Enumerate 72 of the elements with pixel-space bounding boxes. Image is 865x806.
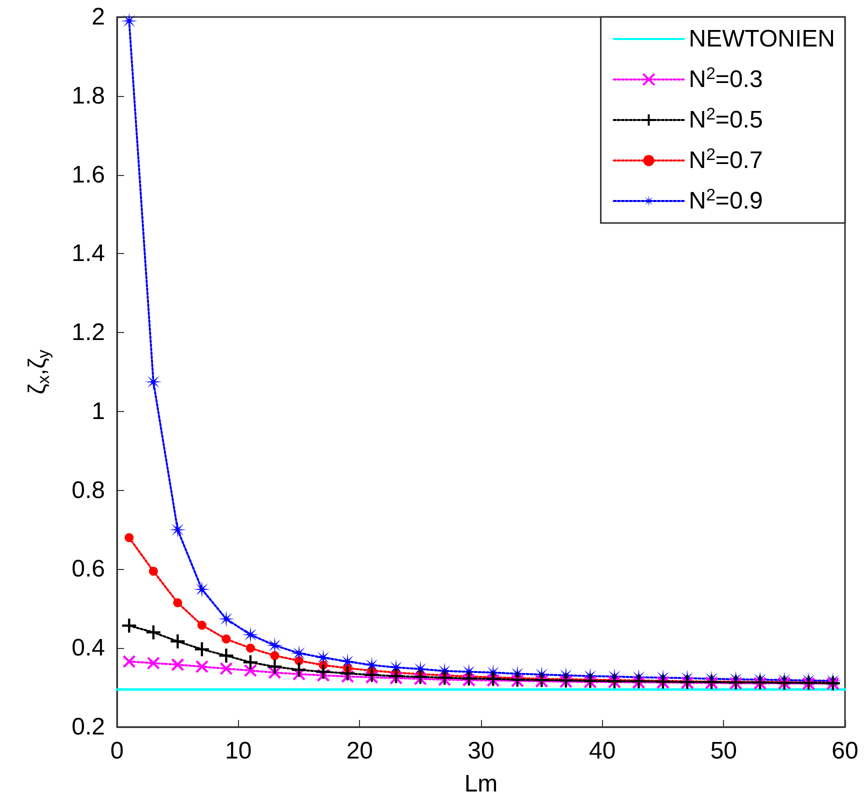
point [559,675,573,688]
point [268,666,282,680]
point [388,668,404,684]
point [144,373,162,390]
point [315,664,332,680]
x-tick-label: 0 [110,738,124,764]
point [290,644,308,662]
y-tick-label: 1 [92,398,105,425]
legend-label: NEWTONIEN [688,26,836,52]
y-tick-label: 0.8 [72,476,105,504]
point [412,668,428,686]
point [148,566,158,576]
point [316,668,330,682]
point [460,670,477,687]
y-tick-label: 2 [92,4,105,30]
x-tick-label: 40 [588,738,616,764]
x-tick-label: 10 [224,738,252,764]
point [218,648,234,664]
point [438,673,452,686]
point [270,651,280,660]
y-tick-label: 0.6 [72,556,105,583]
x-tick-label: 30 [468,738,494,764]
y-axis-title: ζx,ζy [24,349,53,394]
point [244,664,258,678]
point [558,672,574,689]
x-tick-label: 20 [346,738,374,764]
point [290,662,308,678]
point [314,649,332,666]
point [266,636,284,654]
point [124,533,134,542]
point [121,618,138,634]
point [486,674,500,688]
point [220,662,233,676]
point [193,580,210,598]
point [535,674,548,688]
point [169,521,186,538]
point [436,670,453,686]
point [339,665,356,682]
point [173,598,182,608]
point [218,610,235,628]
point [266,658,283,675]
point [462,673,476,687]
point [389,671,403,685]
y-tick-label: 1.6 [72,161,105,188]
point [534,672,550,688]
point [170,633,186,650]
point [485,670,502,687]
x-tick-label: 50 [710,738,738,764]
point [414,672,427,686]
point [246,644,255,653]
point [292,668,306,681]
y-tick-label: 0.2 [72,714,105,740]
x-axis-title: Lm [464,770,498,798]
point [340,670,354,684]
point [194,641,210,658]
point [242,626,259,644]
point [242,654,259,670]
x-tick-label: 60 [832,738,858,764]
point [145,624,162,640]
y-tick-label: 1.2 [72,319,105,346]
point [146,656,160,670]
point [171,658,184,672]
y-tick-label: 1.8 [72,82,105,110]
point [195,660,209,674]
point [122,654,136,668]
y-tick-label: 0.4 [72,634,105,662]
point [222,634,231,644]
point [120,12,138,30]
point [365,670,378,684]
y-tick-label: 1.4 [72,240,105,268]
point [197,620,206,630]
point [364,666,380,684]
